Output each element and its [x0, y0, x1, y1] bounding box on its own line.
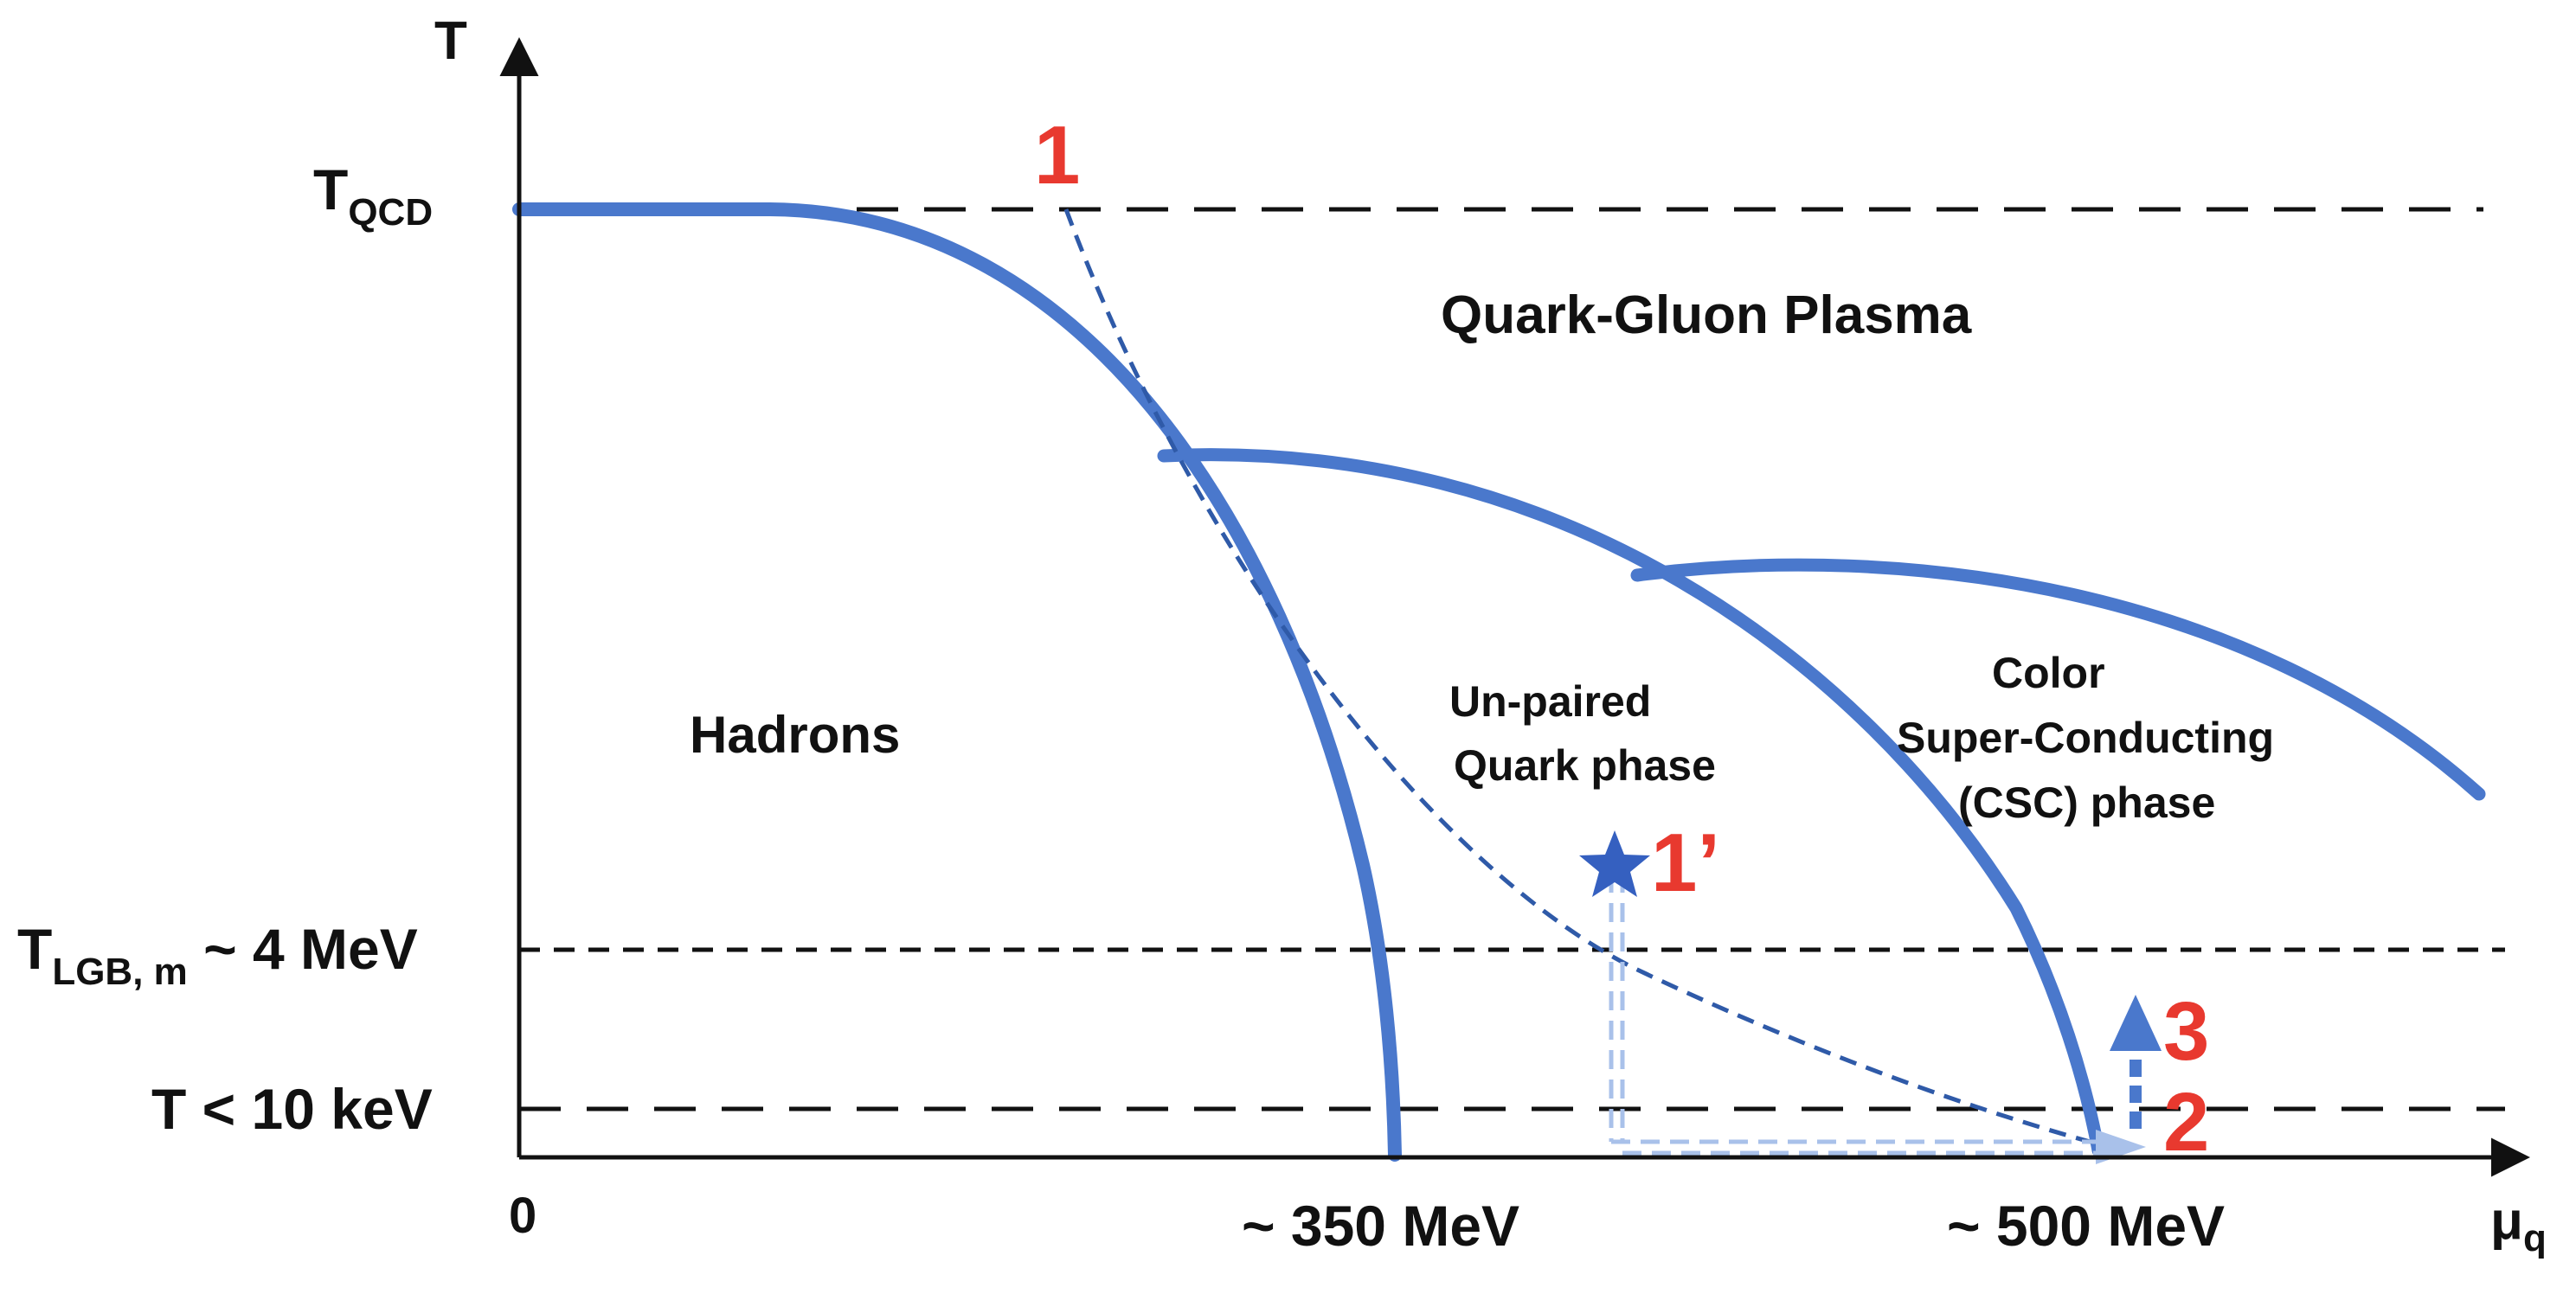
star-icon [1579, 830, 1650, 897]
qgp-label: Quark-Gluon Plasma [1441, 285, 1972, 345]
x-axis-label: μq [2490, 1191, 2547, 1259]
marker-3: 3 [2163, 985, 2209, 1078]
origin-label: 0 [509, 1188, 536, 1244]
tick-350mev: ~ 350 MeV [1242, 1194, 1519, 1258]
csc-label-line3: (CSC) phase [1958, 778, 2215, 827]
arrow-2-to-3-head [2110, 995, 2162, 1051]
marker-1-prime: 1’ [1651, 817, 1720, 909]
hadron-boundary-curve [512, 202, 1402, 1162]
transition-path-light [1609, 874, 2116, 1156]
unpaired-label-line2: Quark phase [1454, 741, 1716, 790]
marker-1: 1 [1034, 109, 1080, 202]
tick-500mev: ~ 500 MeV [1947, 1194, 2225, 1258]
unpaired-label-line1: Un-paired [1449, 677, 1651, 726]
y-axis-label: T [434, 11, 467, 71]
csc-label-line1: Color [1992, 649, 2105, 697]
tqcd-label: TQCD [313, 157, 433, 234]
csc-boundary-curve [1630, 558, 2486, 801]
csc-label-line2: Super-Conducting [1897, 714, 2274, 762]
hadrons-label: Hadrons [690, 706, 900, 764]
unpaired-boundary-curve [1157, 448, 2105, 1157]
marker-2: 2 [2163, 1076, 2209, 1169]
tlgb-label: TLGB, m ~ 4 MeV [17, 917, 418, 993]
cooling-trajectory-dashed [1063, 208, 2117, 1151]
t10kev-label: T < 10 keV [151, 1077, 433, 1141]
